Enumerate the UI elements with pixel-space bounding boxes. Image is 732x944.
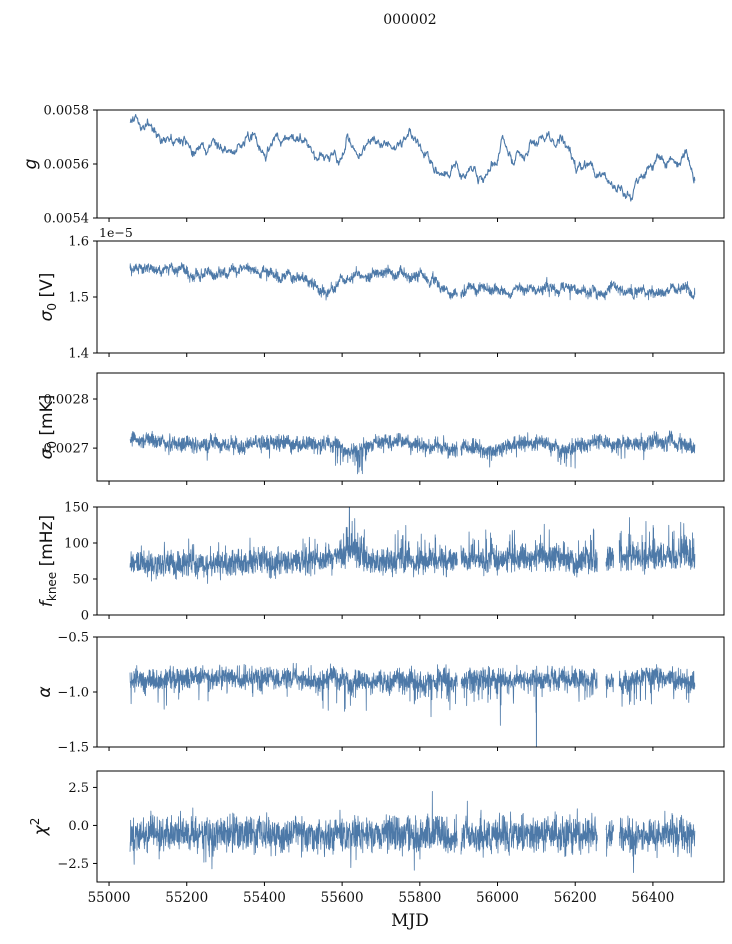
x-tick-label: 55600 (321, 890, 364, 906)
panel-frame (96, 109, 725, 219)
y-axis-label-g: g (21, 158, 41, 169)
series-line-fknee (129, 507, 696, 584)
figure-title: 000002 (383, 12, 436, 28)
y-tick-label: 100 (64, 537, 89, 552)
y-axis-label-fknee: fknee [mHz] (37, 515, 59, 607)
y-tick-label: 1.4 (68, 347, 89, 362)
y-tick-label: 1.5 (68, 291, 89, 306)
y-tick-label: 50 (72, 573, 89, 588)
axis-offset-text: 1e−5 (99, 225, 133, 240)
panel-g: 0.0054 0.0056 0.0058 g (21, 104, 725, 227)
y-tick-label: −1.0 (57, 686, 89, 701)
y-axis-label-chi2: χ2 (28, 818, 51, 837)
y-tick-label: −0.5 (57, 631, 89, 646)
series-line-sigma0_mK (129, 430, 696, 475)
y-tick-label: 0.0028 (44, 393, 90, 408)
panel-frame (96, 506, 725, 616)
y-axis-label-sigma0_mK: σ0 [mK] (37, 395, 59, 460)
panels-group: 0.0054 0.0056 0.0058 g 1.4 1.5 1.6 1e−5 σ0 [V] 0.… (21, 104, 725, 906)
panel-frame (96, 240, 725, 354)
series-line-alpha (129, 662, 696, 747)
y-tick-label: −2.5 (57, 857, 89, 872)
y-tick-label: 0.0027 (44, 442, 90, 457)
y-tick-label: 0.0 (68, 819, 89, 834)
x-tick-label: 55400 (243, 890, 286, 906)
y-tick-label: −1.5 (57, 741, 89, 756)
x-tick-labels: 55000 55200 55400 55600 55800 56000 56200 56400 (88, 890, 675, 906)
y-tick-label: 0.0058 (44, 104, 90, 119)
panel-sigma0_V: 1.4 1.5 1.6 1e−5 σ0 [V] (37, 225, 725, 362)
series-line-chi2 (129, 790, 696, 873)
y-tick-label: 2.5 (68, 781, 89, 796)
panel-frame (96, 372, 725, 482)
y-tick-label: 0.0054 (44, 212, 90, 227)
series-line-g (129, 113, 696, 202)
x-tick-label: 55200 (165, 890, 208, 906)
x-axis-label: MJD (391, 911, 429, 931)
x-tick-label: 56400 (631, 890, 674, 906)
series-line-sigma0_V (129, 262, 696, 301)
panel-alpha: −1.5 −1.0 −0.5 α (35, 631, 725, 756)
x-tick-label: 55800 (398, 890, 441, 906)
panel-chi2: −2.5 0.0 2.5 χ2 (28, 770, 725, 886)
panel-fknee: 0 50 100 150 fknee [mHz] (37, 501, 725, 624)
y-tick-label: 0 (81, 609, 89, 624)
y-tick-label: 0.0056 (44, 158, 90, 173)
x-tick-label: 55000 (88, 890, 131, 906)
x-tick-label: 56000 (476, 890, 519, 906)
x-tick-label: 56200 (554, 890, 597, 906)
y-axis-label-sigma0_V: σ0 [V] (37, 273, 59, 322)
y-axis-label-alpha: α (35, 686, 55, 697)
panel-frame (96, 770, 725, 883)
y-tick-label: 1.6 (68, 235, 89, 250)
y-tick-label: 150 (64, 501, 89, 516)
